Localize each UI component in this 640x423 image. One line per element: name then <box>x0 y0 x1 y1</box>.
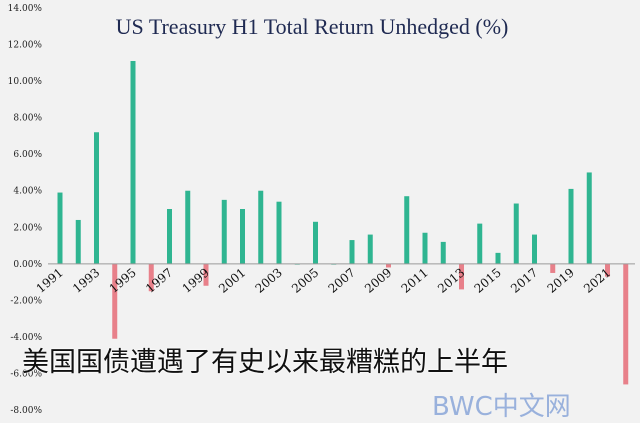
y-tick-label: 10.00% <box>8 77 43 87</box>
bar <box>367 234 373 264</box>
y-tick-label: 14.00% <box>8 4 43 14</box>
bar <box>221 199 227 264</box>
bar <box>258 190 264 264</box>
bar <box>240 209 245 264</box>
bar <box>422 232 428 264</box>
x-tick-label: 2003 <box>253 265 285 295</box>
y-tick-label: 8.00% <box>13 114 42 124</box>
caption-subtitle: 美国国债遭遇了有史以来最糟糕的上半年 <box>22 347 508 378</box>
x-tick-label: 2011 <box>399 265 431 295</box>
bar <box>349 240 355 264</box>
x-tick-label: 1997 <box>143 265 175 295</box>
bar <box>130 60 136 264</box>
x-tick-label: 1995 <box>107 265 139 295</box>
y-tick-label: -2.00% <box>10 296 42 306</box>
bar <box>495 252 501 264</box>
bar <box>75 219 81 264</box>
y-tick-label: 4.00% <box>13 187 42 197</box>
bar <box>185 190 191 264</box>
bar <box>459 263 464 290</box>
y-tick-label: 6.00% <box>13 150 42 160</box>
bar <box>513 203 519 264</box>
y-axis: 14.00% 12.00% 10.00% 8.00% 6.00% 4.00% 2.00% 0.… <box>8 4 43 416</box>
bar <box>57 192 63 264</box>
bar <box>386 263 391 268</box>
bar <box>203 263 209 286</box>
x-tick-label: 2019 <box>545 265 577 295</box>
bar <box>112 263 118 339</box>
bar <box>532 234 537 264</box>
x-tick-label: 2005 <box>289 265 321 295</box>
y-tick-label: 2.00% <box>13 223 42 233</box>
bar <box>94 132 99 264</box>
bars <box>57 60 629 385</box>
bar <box>167 209 172 264</box>
y-tick-label: -8.00% <box>10 406 42 416</box>
y-tick-label: -6.00% <box>10 369 42 379</box>
bar <box>623 263 629 385</box>
bar <box>148 263 154 292</box>
x-tick-label: 1993 <box>70 265 102 295</box>
watermark-logo: BWC中文网 <box>432 392 571 422</box>
bar <box>568 188 574 264</box>
x-axis: 1991 1993 1995 1997 1999 2001 2003 2005 2007 2009… <box>34 265 614 295</box>
bar <box>477 223 483 264</box>
x-tick-label: 2015 <box>472 265 504 295</box>
y-tick-label: -4.00% <box>10 333 42 343</box>
bar <box>276 201 282 264</box>
bar <box>404 196 410 264</box>
x-tick-label: 2007 <box>326 265 358 295</box>
y-tick-label: 12.00% <box>8 41 43 51</box>
x-tick-label: 2001 <box>216 265 248 295</box>
bar <box>550 263 556 273</box>
bar <box>586 172 592 264</box>
y-tick-label: 0.00% <box>13 260 42 270</box>
bar <box>313 221 318 264</box>
chart-title: US Treasury H1 Total Return Unhedged (%) <box>116 14 509 39</box>
x-tick-label: 1991 <box>34 265 66 295</box>
x-tick-label: 2009 <box>362 265 394 295</box>
bar <box>605 263 610 277</box>
x-tick-label: 2017 <box>508 265 540 295</box>
bar <box>440 241 446 264</box>
